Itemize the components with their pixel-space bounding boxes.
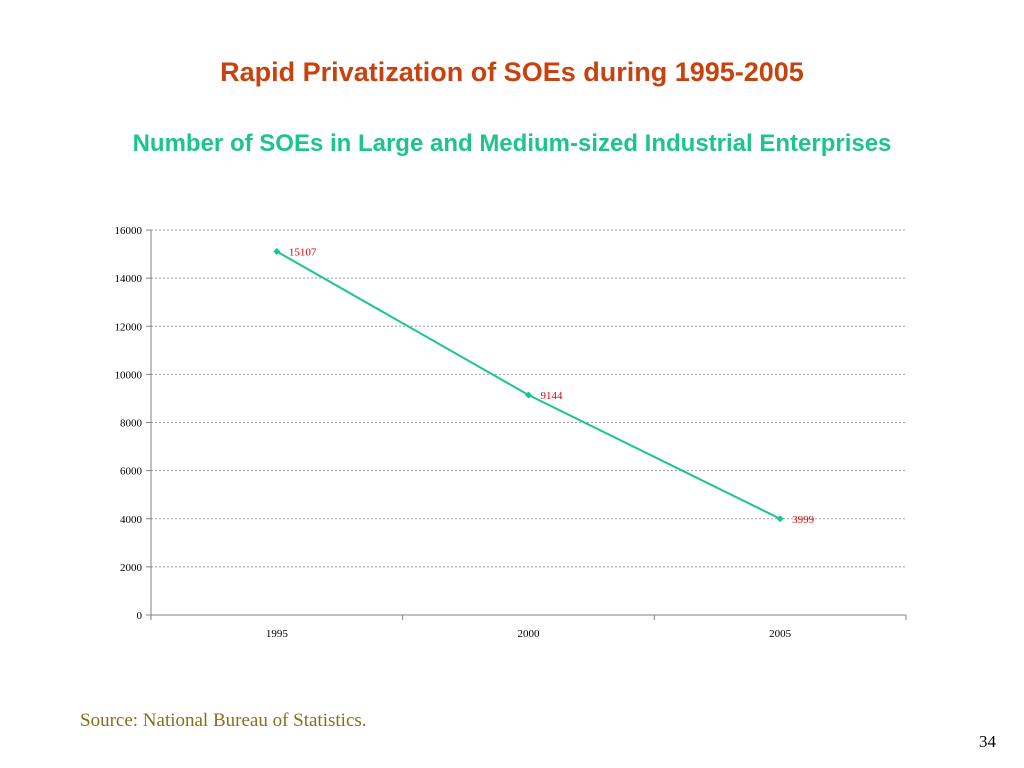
y-tick-label: 0: [137, 610, 143, 622]
y-tick-label: 4000: [120, 514, 143, 526]
data-label: 3999: [792, 514, 815, 526]
data-point-marker: [273, 247, 281, 255]
y-tick-label: 14000: [115, 273, 143, 285]
series-line: [276, 250, 781, 520]
chart-title: Number of SOEs in Large and Medium-sized…: [132, 130, 892, 157]
data-label: 15107: [289, 246, 317, 258]
series-line-group: [273, 247, 784, 523]
slide-title: Rapid Privatization of SOEs during 1995-…: [220, 57, 804, 87]
y-tick-label: 8000: [120, 418, 143, 430]
y-tick-label: 12000: [115, 321, 143, 333]
x-tick-label: 1995: [266, 628, 289, 640]
data-labels: 15107 9144 3999: [289, 246, 815, 525]
y-tick-label: 10000: [115, 369, 143, 381]
y-tick-label: 6000: [120, 466, 143, 478]
x-tick-label: 2005: [769, 628, 792, 640]
line-chart: 0 2000 4000 6000 8000 10000 12000 14000 16000 199…: [115, 225, 907, 640]
gridlines: [151, 229, 906, 568]
data-point-marker: [525, 391, 532, 399]
page-number: 34: [979, 732, 996, 751]
axes: 0 2000 4000 6000 8000 10000 12000 14000 16000 199…: [115, 225, 907, 640]
y-tick-label: 2000: [120, 562, 143, 574]
x-tick-label: 2000: [518, 628, 541, 640]
y-tick-label: 16000: [115, 225, 143, 237]
data-label: 9144: [541, 390, 564, 402]
data-point-marker: [776, 515, 784, 523]
source-note: Source: National Bureau of Statistics.: [80, 710, 367, 731]
